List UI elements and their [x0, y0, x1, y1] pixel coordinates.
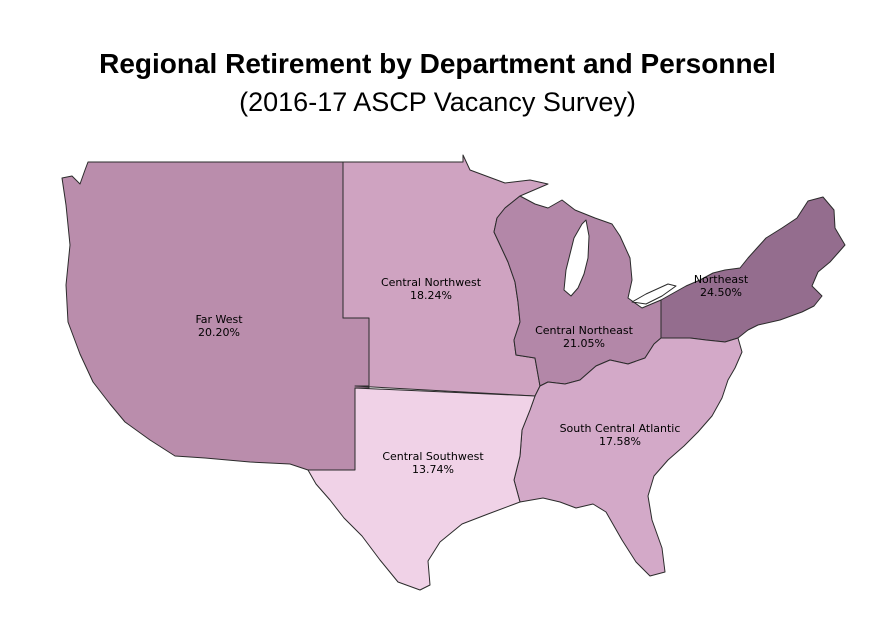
region-value-central-northeast: 21.05%: [563, 337, 605, 350]
region-value-central-southwest: 13.74%: [412, 463, 454, 476]
region-label-central-northeast: Central Northeast: [535, 324, 634, 337]
region-label-central-southwest: Central Southwest: [382, 450, 484, 463]
region-value-south-central-atlantic: 17.58%: [599, 435, 641, 448]
region-value-northeast: 24.50%: [700, 286, 742, 299]
region-label-central-northwest: Central Northwest: [381, 276, 482, 289]
region-south-central-atlantic[interactable]: [513, 337, 743, 577]
region-northeast[interactable]: [660, 196, 846, 343]
region-far-west[interactable]: [61, 161, 370, 471]
region-central-southwest[interactable]: [307, 387, 536, 591]
region-value-far-west: 20.20%: [198, 326, 240, 339]
map-subtitle: (2016-17 ASCP Vacancy Survey): [239, 87, 636, 117]
region-label-northeast: Northeast: [694, 273, 749, 286]
region-label-south-central-atlantic: South Central Atlantic: [560, 422, 681, 435]
lake-erie: [631, 283, 677, 305]
region-label-far-west: Far West: [195, 313, 243, 326]
map-title: Regional Retirement by Department and Pe…: [99, 48, 776, 79]
lake-michigan: [563, 219, 590, 297]
region-value-central-northwest: 18.24%: [410, 289, 452, 302]
